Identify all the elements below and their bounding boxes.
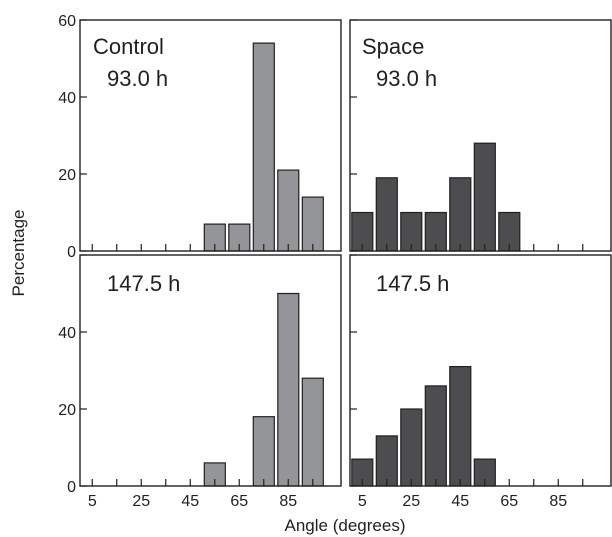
panel-frame: [79, 254, 342, 487]
bar: [449, 366, 472, 487]
panel-title: 147.5 h: [376, 271, 449, 296]
y-tick-label: 0: [67, 479, 76, 496]
y-tick-label: 20: [58, 402, 76, 419]
bar: [375, 435, 398, 487]
bar: [424, 385, 447, 487]
x-tick-label: 85: [279, 493, 297, 510]
x-tick-label: 45: [181, 493, 199, 510]
x-tick-label: 5: [88, 493, 97, 510]
bar: [400, 408, 423, 487]
bar: [301, 377, 324, 487]
panel-frame: [349, 19, 612, 252]
panel-title: 93.0 h: [107, 66, 168, 91]
panel-3: 0 20 40 5 25 45 65 85 147.5 h: [58, 254, 342, 510]
panel-4: 5 25 45 65 85 147.5 h: [349, 254, 612, 510]
bar: [277, 292, 300, 487]
panel-frame: [79, 19, 342, 252]
x-tick-label: 85: [549, 493, 567, 510]
x-tick-label: 65: [500, 493, 518, 510]
panel-2: Space 93.0 h: [349, 19, 612, 252]
bar: [375, 177, 398, 252]
panel-1: 0 20 40 60 Control 93.0 h: [58, 13, 342, 261]
x-tick-label: 25: [402, 493, 420, 510]
x-tick-label: 25: [132, 493, 150, 510]
bar: [301, 196, 324, 252]
panel-title: Space: [362, 34, 424, 59]
y-tick-label: 40: [58, 90, 76, 107]
x-tick-label: 45: [451, 493, 469, 510]
y-axis-title: Percentage: [9, 210, 28, 297]
y-tick-label: 20: [58, 167, 76, 184]
panel-title: Control: [93, 34, 164, 59]
x-axis-title: Angle (degrees): [285, 516, 406, 535]
bar: [252, 416, 275, 487]
bar: [252, 42, 275, 252]
panels-group: 0 20 40 60 Control 93.0 h Space 93.0 h 0 20 40 5 25 4…: [58, 13, 612, 510]
bar: [449, 177, 472, 252]
y-tick-label: 0: [67, 244, 76, 261]
bar: [473, 142, 496, 252]
y-tick-label: 60: [58, 13, 76, 30]
x-tick-label: 65: [230, 493, 248, 510]
x-tick-label: 5: [358, 493, 367, 510]
bar: [277, 169, 300, 252]
panel-frame: [349, 254, 612, 487]
panel-title: 147.5 h: [107, 271, 180, 296]
y-tick-label: 40: [58, 325, 76, 342]
panel-title: 93.0 h: [376, 66, 437, 91]
